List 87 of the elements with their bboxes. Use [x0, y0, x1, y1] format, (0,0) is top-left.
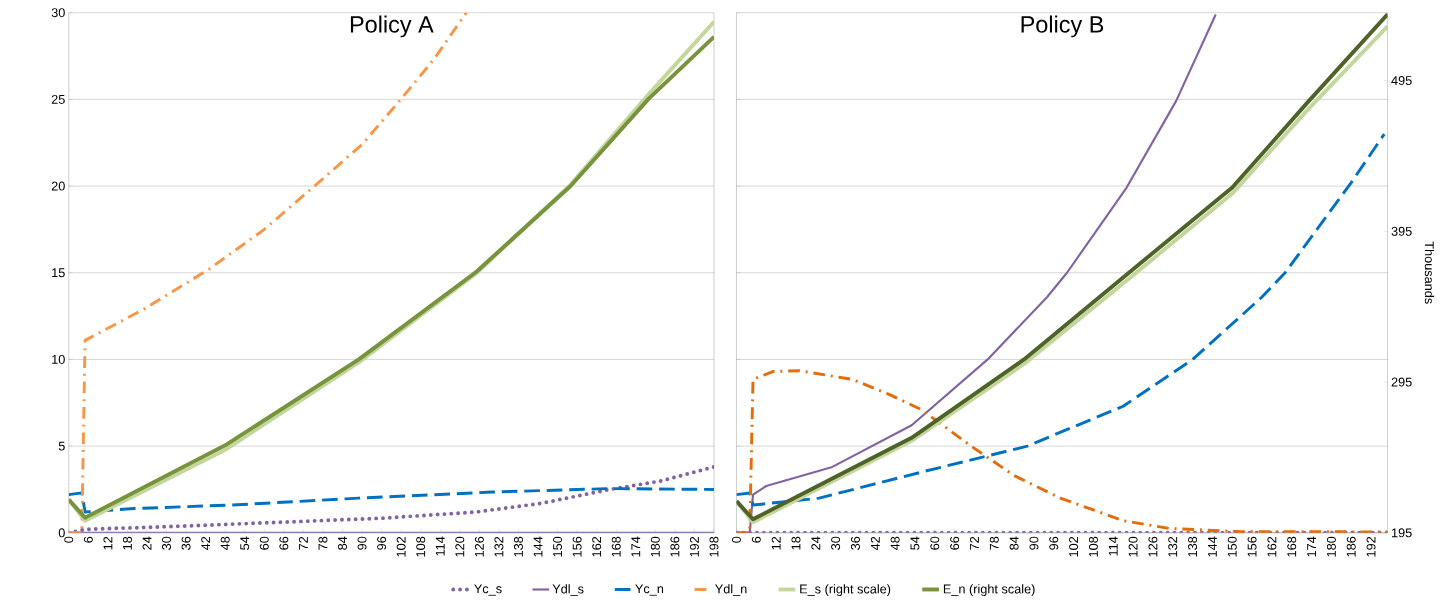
x-tick-label: 186 — [670, 536, 680, 557]
chart-title: Policy B — [1021, 15, 1104, 38]
x-tick-label: 102 — [1069, 536, 1079, 557]
x-tick-label: 42 — [870, 536, 880, 551]
x-tick-label: 120 — [455, 536, 465, 557]
x-tick-label: 72 — [298, 536, 308, 550]
y-tick-label: 15 — [52, 268, 65, 278]
x-tick-label: 114 — [435, 536, 445, 556]
x-tick-label: 150 — [553, 536, 563, 557]
x-tick-label: 192 — [1366, 536, 1376, 557]
legend-label: Yc_n — [635, 584, 664, 596]
x-tick-label: 186 — [1346, 536, 1356, 557]
x-tick-label: 126 — [1148, 536, 1158, 557]
x-tick-label: 174 — [1307, 536, 1316, 557]
x-tick-label: 54 — [910, 536, 920, 550]
x-tick-label: 90 — [357, 536, 367, 550]
legend-label: Yc_s — [474, 584, 502, 596]
x-tick-label: 192 — [689, 536, 699, 557]
legend-label: Ydl_s — [552, 584, 584, 596]
line-series — [68, 487, 714, 514]
x-tick-label: 18 — [122, 536, 132, 550]
x-tick-label: 0 — [64, 536, 74, 543]
x-tick-label: 12 — [771, 536, 781, 550]
x-tick-label: 168 — [1287, 536, 1297, 557]
x-tick-label: 30 — [162, 536, 172, 550]
x-tick-label: 138 — [1188, 536, 1198, 557]
x-tick-label: 102 — [396, 536, 406, 557]
y-tick-label: 5 — [58, 441, 65, 451]
x-tick-label: 12 — [103, 536, 113, 550]
x-tick-label: 114 — [1108, 536, 1118, 556]
y-tick-label: 30 — [51, 8, 65, 18]
x-tick-label: 6 — [83, 536, 93, 543]
x-tick-label: 18 — [791, 536, 801, 550]
y2-tick-label: 195 — [1392, 528, 1412, 538]
x-tick-label: 24 — [142, 536, 152, 550]
x-tick-label: 156 — [1247, 536, 1257, 557]
x-tick-label: 132 — [1168, 536, 1178, 557]
x-tick-label: 48 — [220, 536, 230, 551]
x-tick-label: 132 — [494, 536, 504, 557]
x-tick-label: 138 — [513, 536, 523, 557]
x-tick-label: 90 — [1029, 536, 1039, 550]
y-tick-label: 10 — [52, 354, 65, 364]
y2-tick-label: 495 — [1391, 76, 1412, 86]
y-tick-label: 25 — [51, 94, 65, 104]
x-tick-label: 72 — [970, 536, 979, 550]
x-tick-label: 144 — [1208, 536, 1217, 557]
x-tick-label: 120 — [1128, 536, 1138, 557]
x-tick-label: 0 — [731, 536, 741, 543]
x-tick-label: 174 — [631, 536, 641, 557]
x-tick-label: 144 — [533, 536, 543, 557]
x-tick-label: 84 — [1009, 536, 1019, 550]
x-tick-label: 54 — [240, 536, 250, 550]
x-tick-label: 36 — [181, 536, 191, 550]
x-tick-label: 168 — [611, 536, 621, 557]
x-tick-label: 48 — [890, 536, 900, 551]
y2-tick-label: 295 — [1391, 377, 1412, 387]
x-tick-label: 66 — [279, 536, 289, 550]
x-tick-label: 66 — [950, 536, 960, 550]
legend-label: E_s (right scale) — [800, 584, 891, 596]
x-tick-label: 24 — [811, 536, 821, 550]
x-tick-label: 84 — [338, 536, 347, 550]
x-tick-label: 78 — [318, 536, 328, 550]
x-tick-label: 126 — [474, 536, 484, 557]
y-tick-label: 20 — [51, 181, 65, 191]
x-tick-label: 78 — [989, 536, 999, 550]
x-tick-label: 30 — [831, 536, 841, 550]
y2-axis-title: Thousands — [1424, 241, 1435, 304]
x-tick-label: 108 — [416, 536, 426, 557]
x-tick-label: 60 — [259, 536, 269, 550]
x-tick-label: 108 — [1088, 536, 1098, 557]
x-tick-label: 198 — [709, 536, 719, 557]
x-tick-label: 60 — [930, 536, 940, 550]
x-tick-label: 42 — [201, 536, 211, 551]
x-tick-label: 162 — [1267, 536, 1277, 557]
x-tick-label: 96 — [1049, 536, 1059, 550]
x-tick-label: 180 — [1326, 536, 1336, 557]
x-tick-label: 162 — [592, 536, 602, 557]
legend-label: E_n (right scale) — [943, 584, 1035, 596]
x-tick-label: 6 — [751, 536, 761, 543]
x-tick-label: 150 — [1227, 536, 1237, 557]
chart-title: Policy A — [350, 15, 434, 38]
legend-label: Ydl_n — [715, 584, 747, 596]
x-tick-label: 36 — [850, 536, 860, 550]
x-tick-label: 180 — [650, 536, 660, 557]
y2-tick-label: 395 — [1391, 226, 1412, 236]
x-tick-label: 96 — [377, 536, 387, 550]
x-tick-label: 156 — [572, 536, 582, 557]
